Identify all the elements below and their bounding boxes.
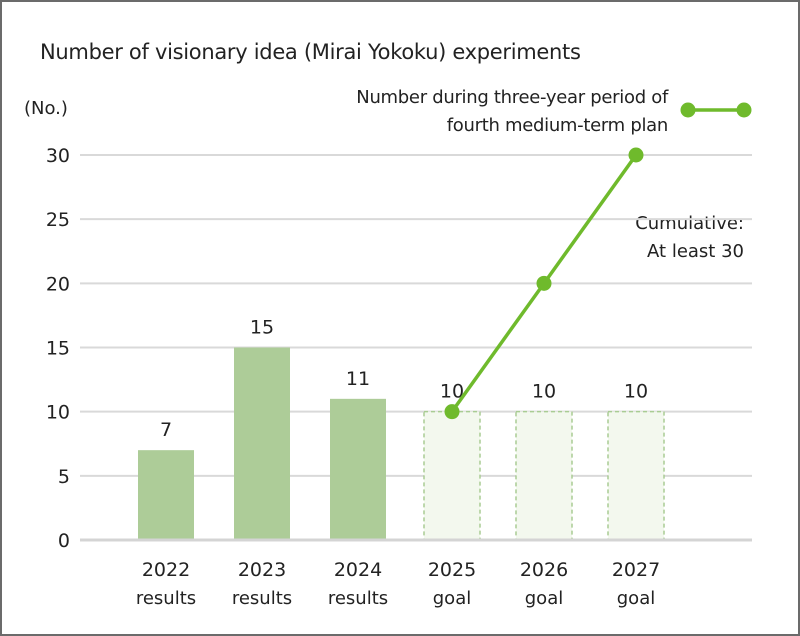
y-tick-label: 25	[46, 209, 70, 231]
line-point	[536, 275, 552, 291]
y-tick-label: 15	[46, 338, 70, 360]
x-tick-sublabel: results	[136, 588, 196, 609]
bar	[607, 410, 665, 541]
legend-label-line-2: fourth medium-term plan	[446, 115, 669, 136]
bar-value-label: 10	[440, 381, 464, 403]
bar	[423, 410, 481, 541]
y-tick-label: 0	[58, 530, 70, 552]
x-tick-label: 2026	[520, 559, 568, 581]
bar-value-label: 15	[250, 317, 274, 339]
y-axis-unit-label: (No.)	[24, 98, 68, 119]
chart-title: Number of visionary idea (Mirai Yokoku) …	[40, 40, 581, 64]
x-tick-label: 2027	[612, 559, 660, 581]
legend-marker-icon	[736, 102, 752, 118]
cumulative-annotation-line-2: At least 30	[647, 241, 744, 262]
x-tick-sublabel: results	[328, 588, 388, 609]
y-tick-label: 20	[46, 273, 70, 295]
bar-value-label: 7	[160, 419, 172, 441]
x-tick-label: 2023	[238, 559, 286, 581]
line-point	[444, 404, 460, 420]
x-tick-sublabel: goal	[525, 588, 563, 609]
bar-value-label: 11	[346, 368, 370, 390]
y-tick-label: 10	[46, 402, 70, 424]
line-point	[628, 147, 644, 163]
x-tick-sublabel: goal	[617, 588, 655, 609]
y-tick-label: 30	[46, 145, 70, 167]
bar-value-label: 10	[532, 381, 556, 403]
x-tick-label: 2022	[142, 559, 190, 581]
legend-label-line-1: Number during three-year period of	[356, 87, 668, 108]
x-tick-label: 2025	[428, 559, 476, 581]
x-tick-label: 2024	[334, 559, 382, 581]
bar	[330, 398, 386, 540]
bar-value-label: 10	[624, 381, 648, 403]
bar	[515, 410, 573, 541]
x-tick-sublabel: goal	[433, 588, 471, 609]
bar	[234, 347, 290, 540]
legend-label: Number during three-year period of fourt…	[356, 84, 668, 140]
legend-marker-icon	[680, 102, 696, 118]
y-tick-label: 5	[58, 466, 70, 488]
x-tick-sublabel: results	[232, 588, 292, 609]
bar	[138, 450, 194, 540]
